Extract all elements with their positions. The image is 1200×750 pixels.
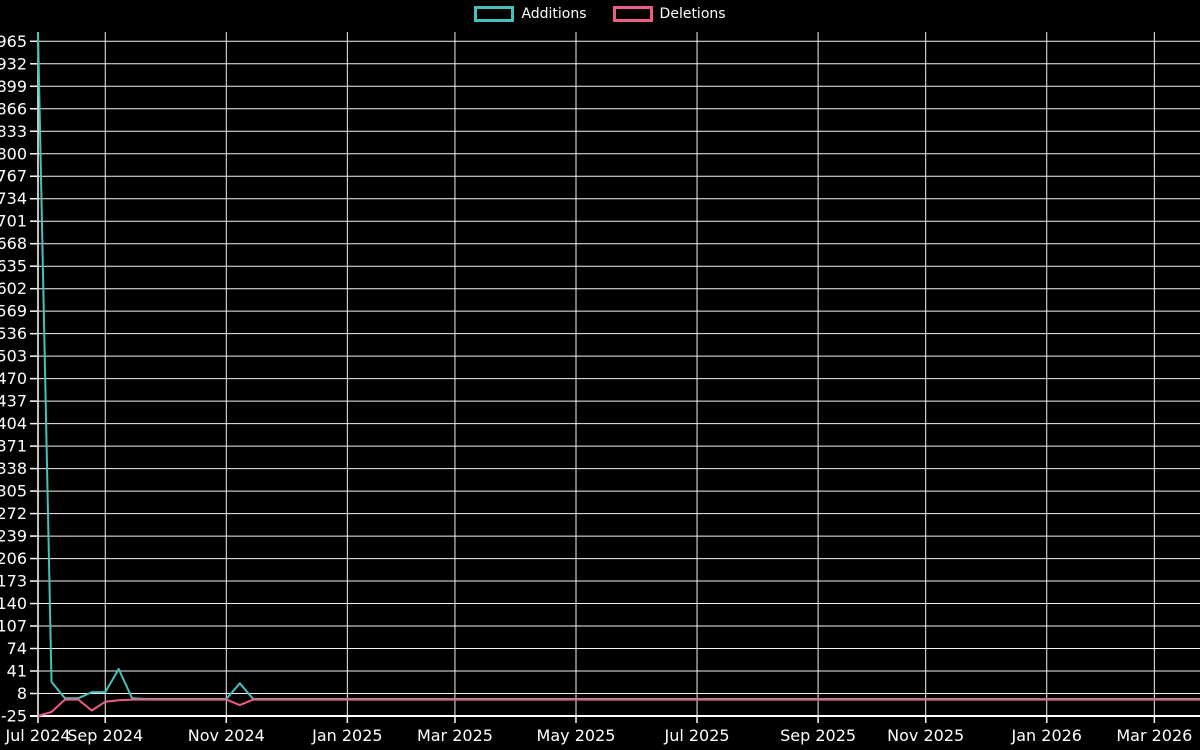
- y-tick-label: 536: [0, 324, 27, 343]
- y-tick-label: 338: [0, 459, 27, 478]
- y-tick-label: 437: [0, 392, 27, 411]
- x-tick-label: Sep 2025: [780, 726, 856, 745]
- x-gridlines: [37, 32, 1156, 723]
- series-line-deletions: [37, 698, 1200, 717]
- y-tick-label: 140: [0, 594, 27, 613]
- x-tick-label: Jul 2025: [663, 726, 729, 745]
- y-tick-label: 734: [0, 189, 27, 208]
- legend-item-additions[interactable]: Additions: [474, 6, 587, 22]
- y-tick-label: 602: [0, 279, 27, 298]
- y-tick-labels: 965 932 899 866 833 800 767 734 701 668 635 602 569 5…: [0, 32, 27, 726]
- y-tick-label: 173: [0, 572, 27, 591]
- y-tick-label: 305: [0, 482, 27, 501]
- series-lines: [37, 32, 1200, 717]
- y-tick-label: 503: [0, 347, 27, 366]
- y-tick-label: 833: [0, 122, 27, 141]
- series-line-additions: [37, 32, 1200, 700]
- additions-legend-label: Additions: [521, 6, 587, 22]
- y-tick-label: 800: [0, 144, 27, 163]
- x-tick-label: Sep 2024: [67, 726, 143, 745]
- y-tick-label: 239: [0, 527, 27, 546]
- y-tick-label: 8: [17, 684, 27, 703]
- y-tick-label: 767: [0, 167, 27, 186]
- y-tick-label: 470: [0, 369, 27, 388]
- y-tick-label: 206: [0, 549, 27, 568]
- y-tick-label: 569: [0, 302, 27, 321]
- x-tick-label: Nov 2024: [188, 726, 265, 745]
- x-tick-label: Mar 2026: [1116, 726, 1192, 745]
- x-tick-label: Nov 2025: [887, 726, 964, 745]
- y-tick-label: 107: [0, 617, 27, 636]
- y-tick-label: 932: [0, 54, 27, 73]
- y-tick-label: 701: [0, 212, 27, 231]
- y-tick-label: -25: [1, 706, 27, 725]
- y-tick-label: 74: [7, 639, 27, 658]
- x-tick-label: Jan 2026: [1011, 726, 1082, 745]
- chart-legend: Additions Deletions: [0, 6, 1200, 22]
- y-tick-label: 371: [0, 437, 27, 456]
- x-tick-label: Mar 2025: [417, 726, 493, 745]
- y-tick-label: 866: [0, 99, 27, 118]
- y-tick-label: 965: [0, 32, 27, 51]
- y-tick-label: 668: [0, 234, 27, 253]
- y-tick-label: 272: [0, 504, 27, 523]
- x-tick-label: Jul 2024: [4, 726, 70, 745]
- y-tick-label: 404: [0, 414, 27, 433]
- y-tick-label: 41: [7, 662, 27, 681]
- x-tick-label: May 2025: [537, 726, 616, 745]
- legend-item-deletions[interactable]: Deletions: [612, 6, 726, 22]
- x-tick-label: Jan 2025: [311, 726, 382, 745]
- deletions-legend-label: Deletions: [659, 6, 726, 22]
- y-tick-label: 635: [0, 257, 27, 276]
- deletions-swatch: [612, 6, 653, 22]
- y-tick-label: 899: [0, 77, 27, 96]
- y-gridlines: [30, 40, 1200, 717]
- additions-swatch: [474, 6, 515, 22]
- axes: [30, 32, 1200, 717]
